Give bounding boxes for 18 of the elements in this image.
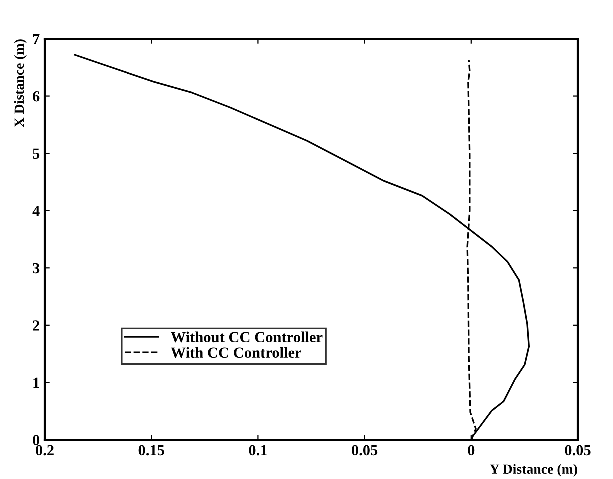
x-tick-label: 0.2 (36, 445, 54, 456)
x-tick-label: 0.05 (565, 445, 591, 456)
legend-label: With CC Controller (171, 347, 302, 358)
y-tick-label: 0 (33, 435, 40, 446)
legend-label: Without CC Controller (171, 332, 323, 343)
y-tick-label: 3 (33, 263, 40, 274)
y-tick-label: 7 (33, 34, 40, 44)
y-axis-title: X Distance (m) (14, 40, 27, 128)
y-tick-label: 1 (34, 378, 40, 388)
x-axis-title: Y Distance (m) (490, 464, 578, 477)
x-tick-label: 0.15 (138, 445, 164, 456)
y-tick-label: 6 (33, 91, 40, 102)
x-tick-label: 0.05 (352, 445, 378, 456)
y-tick-label: 5 (33, 148, 40, 160)
x-tick-label: 0.1 (249, 445, 267, 456)
y-tick-label: 4 (32, 206, 40, 216)
x-tick-label: 0 (468, 445, 475, 456)
y-tick-label: 2 (33, 320, 40, 331)
